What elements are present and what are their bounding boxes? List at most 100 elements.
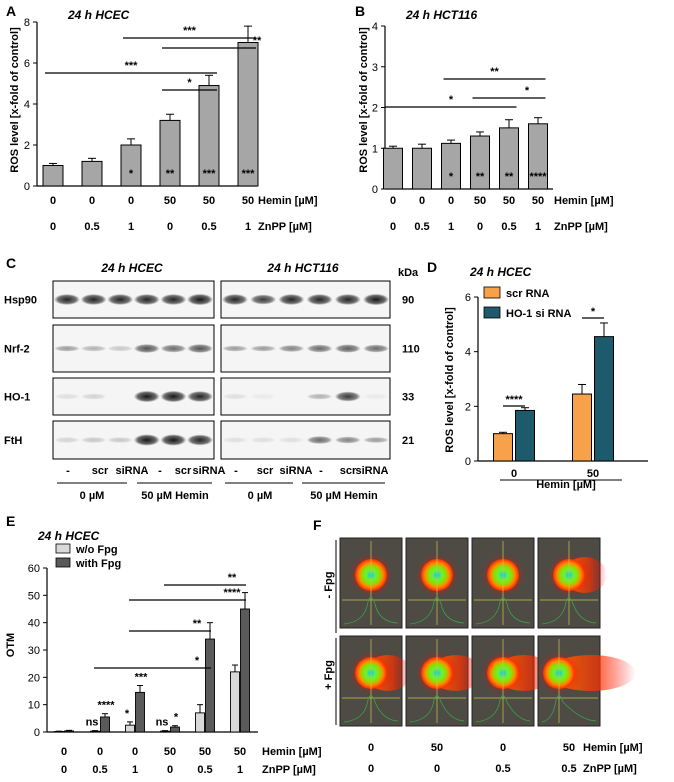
- blot-band: [222, 294, 248, 305]
- lane-label: siRNA: [192, 465, 225, 477]
- blot-membrane: [220, 420, 391, 460]
- znpp-value: 0: [390, 221, 396, 233]
- blot-band: [250, 393, 277, 400]
- y-tick-label: 50: [28, 590, 40, 602]
- y-tick-label: 6: [465, 292, 471, 304]
- y-tick-label: 30: [28, 645, 40, 657]
- bar-sig-label: ***: [242, 168, 256, 180]
- blot-band: [133, 344, 160, 353]
- znpp-value: 1: [128, 221, 134, 233]
- comet-profile: [541, 695, 597, 723]
- panel-c: C 24 h HCEC 24 h HCT116 kDa Hsp90 90 Nrf-2…: [4, 255, 420, 502]
- hemin-value: 50: [503, 195, 515, 207]
- lane-group-label: 0 µM: [80, 490, 105, 502]
- y-tick-label: 1: [372, 143, 378, 155]
- y-tick-label: 6: [24, 58, 30, 70]
- comet-znpp-value: 0: [434, 763, 440, 775]
- znpp-value: 0: [477, 221, 483, 233]
- bar: [493, 433, 513, 462]
- blot-band: [334, 344, 361, 353]
- comet-znpp-value: 0.5: [561, 763, 576, 775]
- lane-group-label: 0 µM: [248, 490, 273, 502]
- y-tick-label: 0: [465, 456, 471, 468]
- bracket-label: ****: [223, 587, 241, 599]
- panel-e-ylabel: OTM: [5, 633, 17, 657]
- znpp-value: 1: [535, 221, 541, 233]
- blot-band: [334, 294, 361, 305]
- blot-right-title: 24 h HCT116: [266, 261, 338, 275]
- blot-protein-label: Nrf-2: [4, 344, 30, 356]
- blot-band: [306, 393, 333, 400]
- bar: [230, 671, 240, 733]
- blot-band: [107, 345, 134, 352]
- bracket-label: *: [195, 655, 200, 667]
- blot-band: [54, 437, 80, 443]
- lane-label: -: [158, 465, 162, 477]
- panel-a-ylabel: ROS level [x-fold of control]: [9, 27, 21, 173]
- bar-sig-label: *: [449, 171, 454, 183]
- bar: [515, 409, 535, 462]
- bar-sig-label: *: [129, 168, 134, 180]
- y-tick-label: 8: [24, 17, 30, 29]
- blot-left-title: 24 h HCEC: [100, 261, 163, 275]
- legend-label: with Fpg: [75, 558, 121, 570]
- comet-row-label-plus-fpg: + Fpg: [323, 660, 335, 690]
- blot-band: [278, 294, 305, 305]
- y-tick-label: 20: [28, 672, 40, 684]
- bar-sig-label: ****: [97, 700, 115, 712]
- blot-band: [187, 391, 213, 402]
- panel-label-e: E: [6, 513, 15, 529]
- blot-band: [54, 294, 80, 305]
- blot-band: [133, 390, 160, 403]
- bracket-label: **: [193, 618, 202, 630]
- blot-kda-label: kDa: [398, 267, 419, 279]
- znpp-value: 0: [167, 221, 173, 233]
- bar: [81, 160, 103, 187]
- blot-band: [80, 294, 107, 305]
- znpp-value: 1: [132, 764, 138, 776]
- hemin-value: 50: [242, 195, 254, 207]
- hemin-value: 50: [532, 195, 544, 207]
- znpp-value: 1: [237, 764, 243, 776]
- bracket-label: *: [525, 85, 530, 97]
- y-tick-label: 40: [28, 618, 40, 630]
- blot-band: [133, 294, 160, 305]
- panel-b-znpp-label: ZnPP [µM]: [554, 221, 608, 233]
- panel-d-title: 24 h HCEC: [469, 265, 532, 279]
- bar: [135, 691, 145, 733]
- blot-band: [306, 344, 333, 353]
- legend-label: w/o Fpg: [75, 544, 118, 556]
- hemin-value: 0: [97, 746, 103, 758]
- znpp-value: 0.5: [92, 764, 107, 776]
- hemin-value: 0: [61, 746, 67, 758]
- bar-sig-label: ***: [135, 672, 149, 684]
- bar: [412, 147, 432, 190]
- blot-protein-label: FtH: [4, 435, 22, 447]
- blot-band: [54, 393, 80, 400]
- comet-hemin-value: 0: [500, 742, 506, 754]
- bracket-label: *: [187, 77, 192, 89]
- comet-hemin-value: 50: [563, 742, 575, 754]
- blot-membrane: [220, 377, 391, 416]
- blot-band: [363, 344, 389, 353]
- bracket-label: *: [591, 306, 596, 318]
- znpp-value: 1: [448, 221, 454, 233]
- hemin-value: 50: [474, 195, 486, 207]
- panel-label-d: D: [427, 259, 437, 275]
- y-tick-label: 0: [372, 184, 378, 196]
- blot-band: [250, 345, 277, 352]
- lane-label: scr: [257, 465, 274, 477]
- bar-sig-label: **: [476, 171, 485, 183]
- y-tick-label: 60: [28, 563, 40, 575]
- bracket-label: ***: [125, 60, 139, 72]
- comet-znpp-label: ZnPP [µM]: [583, 763, 637, 775]
- y-tick-label: 2: [24, 140, 30, 152]
- comet-hemin-value: 0: [368, 742, 374, 754]
- comet-profile: [541, 597, 597, 625]
- blot-protein-label: Hsp90: [4, 295, 37, 307]
- comet-profile: [343, 695, 399, 723]
- bar: [125, 724, 135, 733]
- comet-profile: [409, 695, 465, 723]
